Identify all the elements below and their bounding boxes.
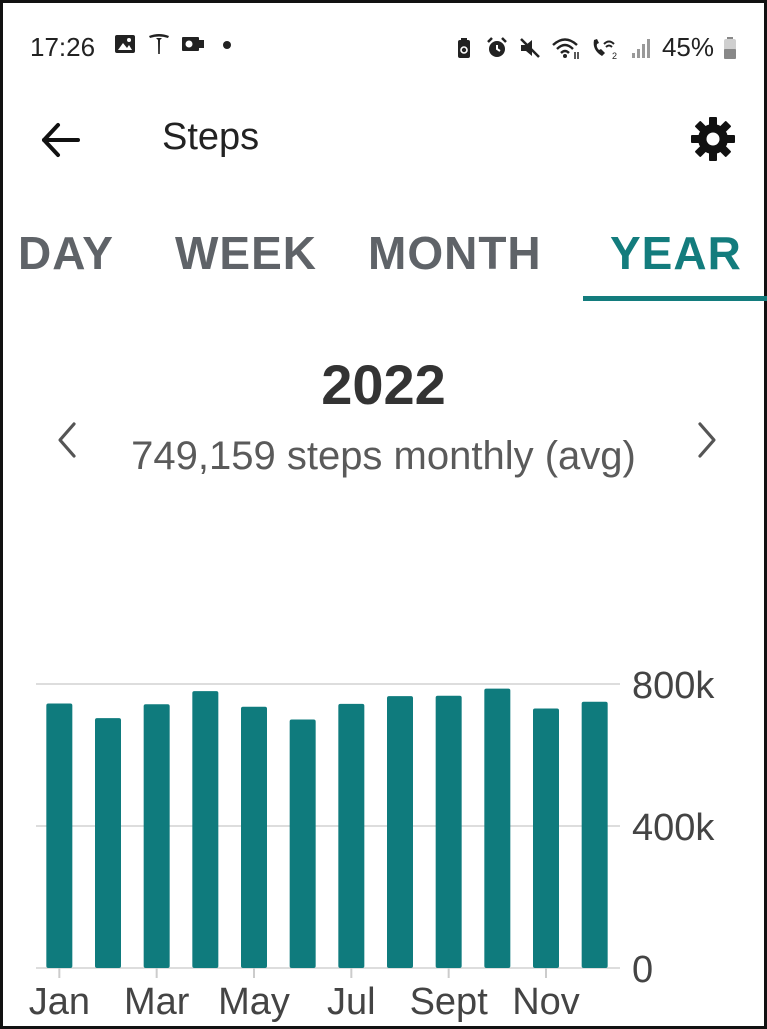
bar-jul[interactable] [338,703,365,968]
steps-bar-chart: 0 400k 800k Jan Mar May Jul Sept Nov [29,665,716,1023]
back-button[interactable] [36,116,88,164]
x-tick-label: Jan [29,981,90,1023]
gear-icon [691,117,735,161]
mute-icon [520,37,540,58]
tab-week[interactable]: WEEK [175,227,317,279]
period-year: 2022 [321,353,446,416]
y-tick-label: 400k [632,807,715,849]
tab-indicator [583,296,767,301]
y-tick-label: 0 [632,949,653,991]
x-tick-label: May [218,981,290,1023]
battery-icon [724,36,736,59]
camera-card-icon [182,37,204,51]
page-title: Steps [162,116,260,158]
next-period-button[interactable] [686,418,726,462]
tab-month[interactable]: MONTH [368,227,542,279]
bar-aug[interactable] [387,696,413,968]
tesla-icon [149,34,169,54]
tab-year[interactable]: YEAR [610,227,742,279]
svg-text:2: 2 [612,51,617,60]
bar-nov[interactable] [533,708,559,968]
settings-button[interactable] [688,114,738,164]
app-bar: Steps [0,100,767,180]
bar-feb[interactable] [95,718,121,968]
signal-icon [631,38,650,58]
chevron-left-icon [58,422,76,458]
bar-may[interactable] [241,706,267,968]
bar-dec[interactable] [581,701,608,968]
status-time: 17:26 [30,32,96,62]
bar-sept[interactable] [435,695,462,968]
previous-period-button[interactable] [48,418,88,462]
monthly-average-text: 749,159 steps monthly (avg) [131,434,636,478]
chevron-right-icon [698,422,716,458]
period-tabs: DAY WEEK MONTH YEAR [0,222,767,306]
bar-jun[interactable] [289,719,316,969]
alarm-icon [487,36,507,57]
wifi-icon [552,37,579,59]
gallery-icon [115,35,135,53]
bar-apr[interactable] [192,691,219,968]
battery-percent: 45% [661,32,714,62]
x-tick-label: Mar [124,981,190,1023]
x-tick-label: Jul [327,981,376,1023]
bar-oct[interactable] [484,688,511,968]
bar-jan[interactable] [46,703,73,968]
arrow-left-icon [42,123,80,157]
bar-mar[interactable] [143,704,170,968]
status-bar: 17:26 [0,0,767,90]
wifi-call-icon: 2 [593,38,617,60]
x-tick-label: Sept [410,981,489,1023]
tab-day[interactable]: DAY [18,227,114,279]
dot-icon [223,41,231,49]
battery-saver-icon [457,37,470,58]
y-tick-label: 800k [632,665,715,707]
x-tick-label: Nov [512,981,580,1023]
